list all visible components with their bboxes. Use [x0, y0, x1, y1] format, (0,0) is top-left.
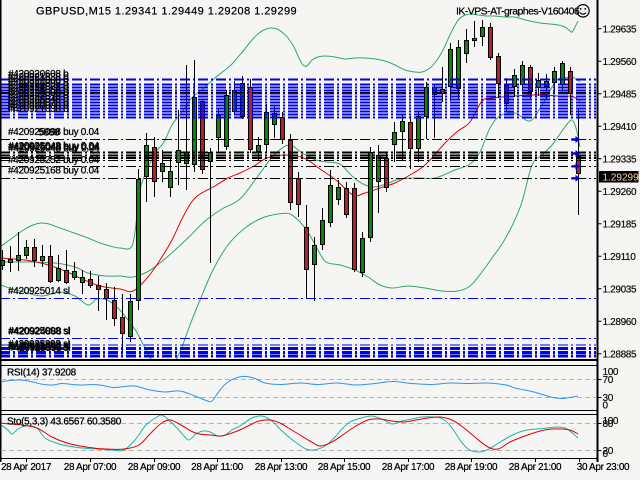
svg-text:#420925014 sl: #420925014 sl [8, 286, 70, 297]
svg-text:1.29185: 1.29185 [603, 219, 637, 230]
svg-text:20: 20 [603, 446, 614, 457]
svg-text:#420925252 buy 0.04: #420925252 buy 0.04 [8, 155, 100, 166]
svg-text:#420926688 b: #420926688 b [8, 88, 69, 99]
svg-text:30 Apr 23:00: 30 Apr 23:00 [577, 462, 630, 473]
svg-text:28 Apr 09:00: 28 Apr 09:00 [128, 462, 181, 473]
svg-text:28 Apr 21:00: 28 Apr 21:00 [509, 462, 562, 473]
svg-text:1.29635: 1.29635 [603, 24, 637, 35]
svg-text:70: 70 [603, 375, 614, 386]
svg-text:#420925898 sl: #420925898 sl [8, 339, 70, 350]
svg-text:1.29035: 1.29035 [603, 284, 637, 295]
svg-text:1.28960: 1.28960 [603, 317, 637, 328]
svg-text:#420925658 b: #420925658 b [8, 85, 69, 96]
svg-text:#420927618 b: #420927618 b [8, 91, 69, 102]
svg-text:1.29410: 1.29410 [603, 122, 637, 133]
svg-text:#420925098 buy 0.04: #420925098 buy 0.04 [8, 127, 100, 138]
svg-text:#420920608 b: #420920608 b [8, 69, 69, 80]
svg-text:28 Apr 13:00: 28 Apr 13:00 [255, 462, 308, 473]
svg-text:#420925898 sl: #420925898 sl [9, 343, 71, 354]
svg-text:1.28885: 1.28885 [603, 349, 637, 360]
svg-text:#420922668 b: #420922668 b [8, 75, 69, 86]
svg-text:Sto(5,3,3) 43.6567 60.3580: Sto(5,3,3) 43.6567 60.3580 [7, 417, 122, 428]
svg-text:5888: 5888 [38, 127, 60, 138]
svg-text:#420924888 sl: #420924888 sl [9, 327, 71, 338]
svg-text:30: 30 [603, 393, 614, 404]
svg-text:1.29335: 1.29335 [603, 154, 637, 165]
svg-text:#420925098 sl: #420925098 sl [8, 326, 70, 337]
svg-text:28 Apr 2017: 28 Apr 2017 [1, 462, 52, 473]
svg-text:#420923698 b: #420923698 b [8, 79, 69, 90]
svg-text:28 Apr 17:00: 28 Apr 17:00 [382, 462, 435, 473]
svg-text:#420920608 b: #420920608 b [8, 101, 69, 112]
svg-text:#420924628 b: #420924628 b [8, 82, 69, 93]
svg-text:0: 0 [603, 401, 609, 412]
svg-text:#420921638 b: #420921638 b [8, 104, 69, 115]
svg-text:28 Apr 19:00: 28 Apr 19:00 [445, 462, 498, 473]
svg-text:1.29260: 1.29260 [603, 187, 637, 198]
svg-text:28 Apr 15:00: 28 Apr 15:00 [318, 462, 371, 473]
svg-text:GBPUSD,M15 1.29341 1.29449 1.: GBPUSD,M15 1.29341 1.29449 1.29208 1.292… [36, 6, 297, 18]
svg-text:1.29485: 1.29485 [603, 89, 637, 100]
svg-text:1.29110: 1.29110 [603, 252, 637, 263]
svg-text:28 Apr 07:00: 28 Apr 07:00 [64, 462, 117, 473]
svg-text:1.29299: 1.29299 [603, 173, 640, 184]
svg-text:#420925898 sl: #420925898 sl [9, 340, 71, 351]
svg-text:100: 100 [603, 416, 619, 427]
svg-text:#420925048 buy 0.04: #420925048 buy 0.04 [8, 141, 100, 152]
svg-text:100: 100 [603, 367, 619, 378]
svg-text:RSI(14) 37.9208: RSI(14) 37.9208 [7, 368, 77, 379]
svg-text:28 Apr 11:00: 28 Apr 11:00 [191, 462, 244, 473]
svg-text:#420925168 buy 0.04: #420925168 buy 0.04 [8, 166, 100, 177]
svg-text:#420925048 buy 0.04: #420925048 buy 0.04 [8, 143, 100, 154]
svg-text:1.29560: 1.29560 [603, 57, 637, 68]
svg-text:#420929678 b: #420929678 b [8, 98, 69, 109]
svg-text:#420925048 buy 0.04: #420925048 buy 0.04 [9, 142, 101, 153]
svg-text:#420925898 sl: #420925898 sl [8, 342, 70, 353]
svg-text:#420928648 b: #420928648 b [8, 95, 69, 106]
svg-text:0: 0 [603, 449, 609, 460]
svg-text:80: 80 [603, 419, 614, 430]
svg-text:#420921638 b: #420921638 b [8, 72, 69, 83]
svg-text:IK-VPS-AT-graphes-V160406: IK-VPS-AT-graphes-V160406 [456, 6, 580, 18]
